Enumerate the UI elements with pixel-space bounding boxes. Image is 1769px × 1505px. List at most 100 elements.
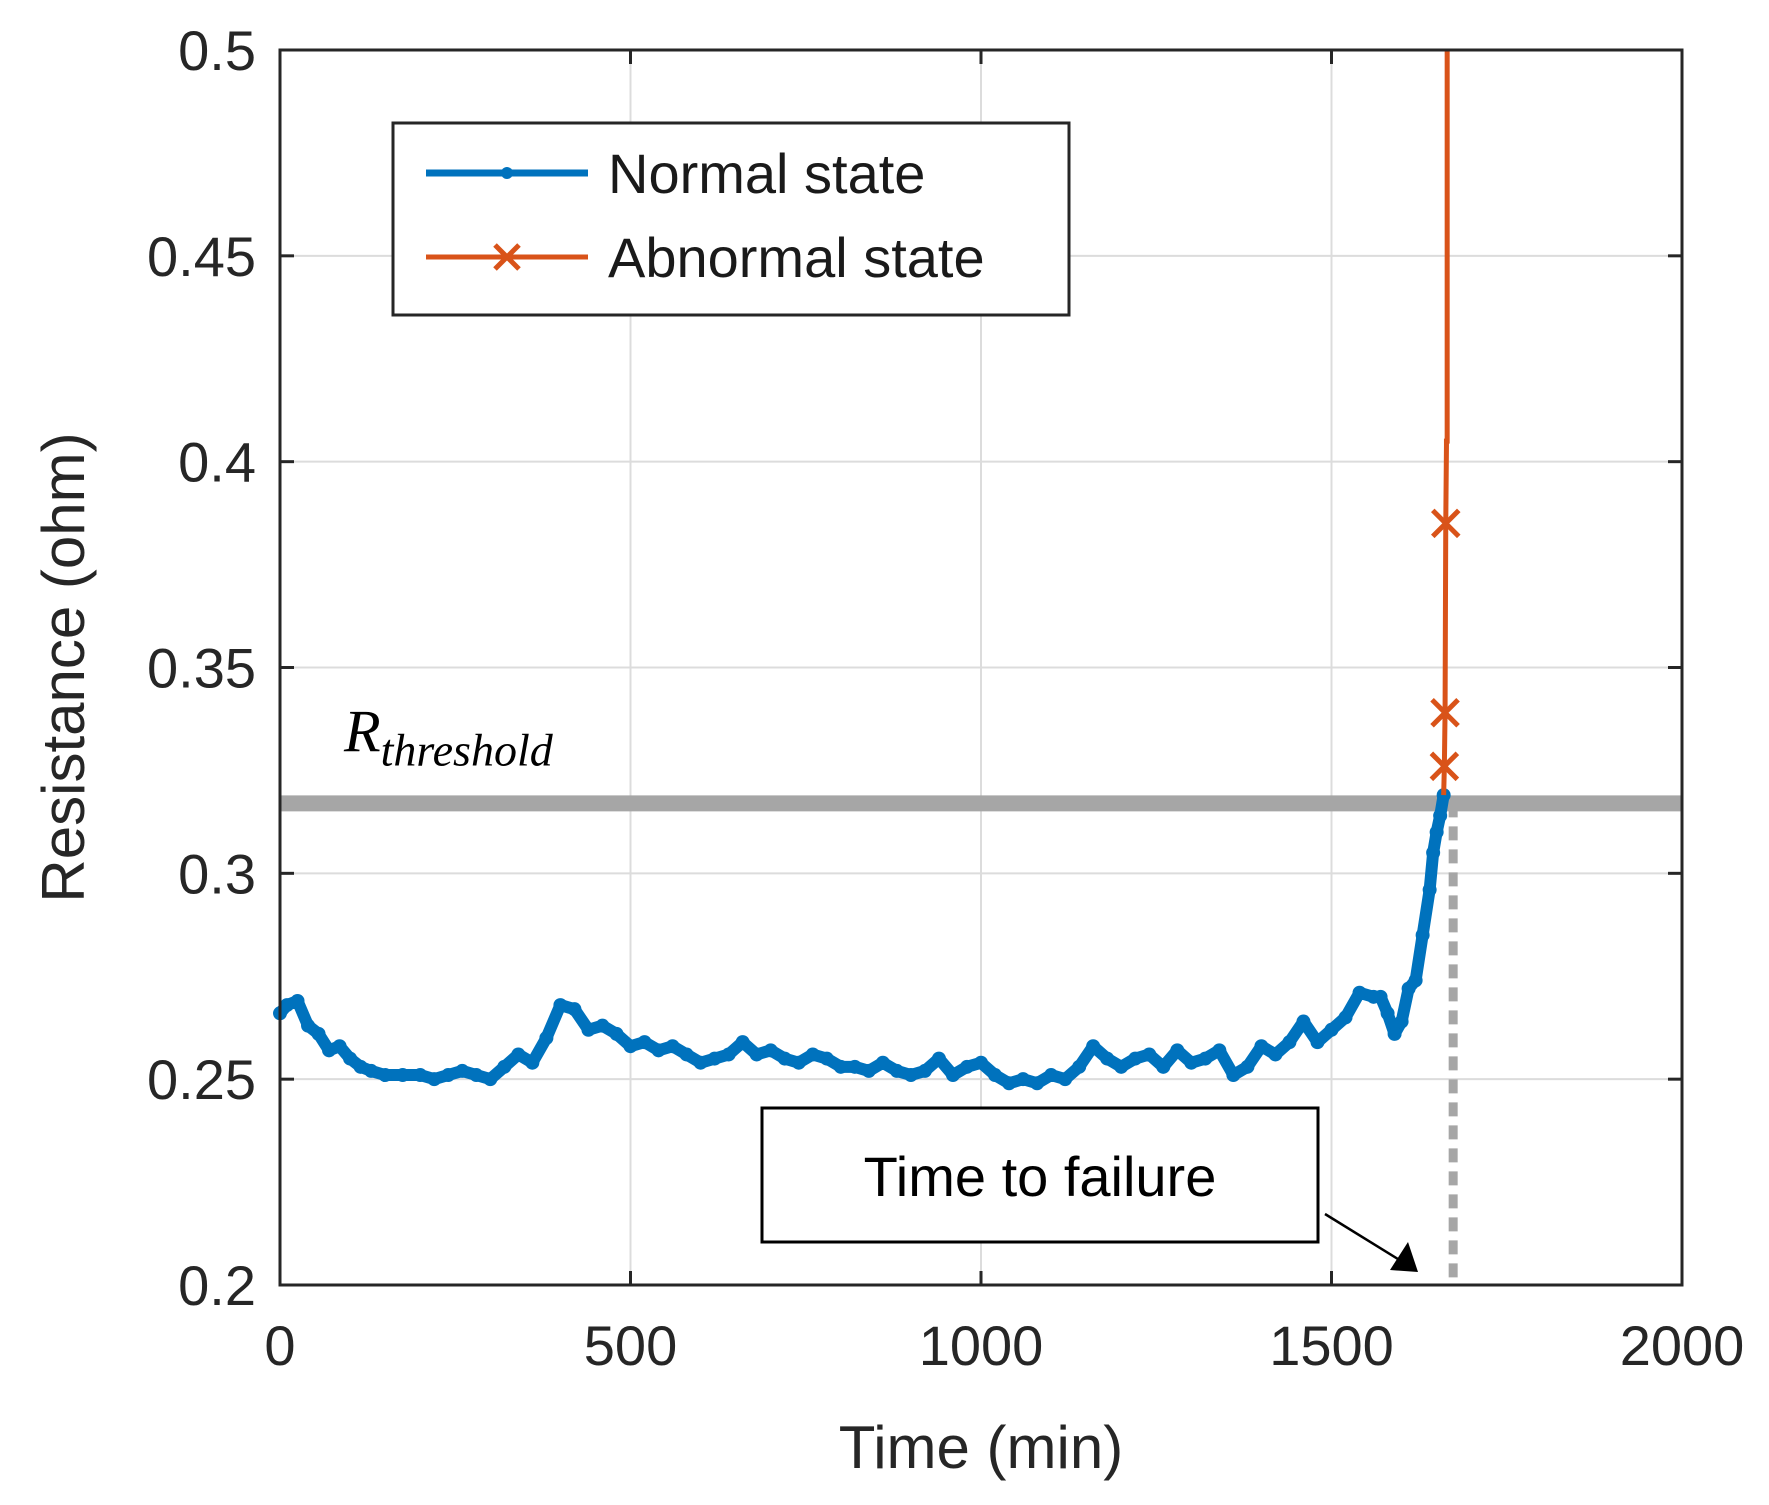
y-tick-label: 0.25 xyxy=(147,1048,256,1111)
data-point-normal-state xyxy=(693,1055,708,1070)
data-point-normal-state xyxy=(1429,825,1444,840)
data-point-normal-state xyxy=(1212,1043,1227,1058)
legend-label: Abnormal state xyxy=(608,226,985,289)
annotation-arrow-head xyxy=(1390,1242,1418,1272)
data-point-normal-state xyxy=(525,1055,540,1070)
data-point-normal-state xyxy=(1058,1072,1073,1087)
data-point-normal-state xyxy=(707,1051,722,1066)
y-axis-label: Resistance (ohm) xyxy=(30,432,97,902)
data-point-normal-state xyxy=(1380,1006,1395,1021)
data-point-normal-state xyxy=(280,998,295,1013)
data-point-normal-state xyxy=(777,1051,792,1066)
series-line-abnormal-state xyxy=(1441,50,1450,796)
data-point-normal-state xyxy=(1030,1076,1045,1091)
data-point-normal-state xyxy=(455,1063,470,1078)
x-axis-label: Time (min) xyxy=(839,1414,1123,1481)
data-point-normal-state xyxy=(735,1035,750,1050)
data-point-normal-state xyxy=(290,993,305,1008)
x-tick-label: 500 xyxy=(584,1314,677,1377)
legend-box xyxy=(391,121,1071,317)
data-point-normal-state xyxy=(1086,1039,1101,1054)
data-point-normal-state xyxy=(1310,1035,1325,1050)
data-point-normal-state xyxy=(1184,1055,1199,1070)
data-point-normal-state xyxy=(1002,1076,1017,1091)
data-point-normal-state xyxy=(441,1068,456,1083)
data-point-normal-state xyxy=(1408,973,1423,988)
data-point-normal-state xyxy=(679,1047,694,1062)
data-point-normal-state xyxy=(595,1018,610,1033)
data-point-normal-state xyxy=(539,1031,554,1045)
data-point-normal-state xyxy=(1338,1010,1353,1025)
data-point-normal-state xyxy=(623,1039,638,1054)
data-point-normal-state xyxy=(427,1072,442,1087)
data-point-normal-state xyxy=(889,1063,904,1078)
x-tick-label: 1000 xyxy=(919,1314,1044,1377)
data-point-normal-state xyxy=(1422,882,1437,897)
data-point-normal-state xyxy=(847,1059,862,1074)
data-point-normal-state xyxy=(332,1039,347,1054)
data-point-normal-state xyxy=(1387,1026,1402,1041)
legend-marker-normal-state xyxy=(501,167,513,179)
data-point-normal-state xyxy=(1198,1051,1213,1066)
data-point-normal-state xyxy=(511,1047,526,1062)
data-point-abnormal-state xyxy=(1430,508,1461,539)
data-point-normal-state xyxy=(903,1068,918,1083)
annotation-text: Time to failure xyxy=(864,1145,1217,1208)
data-point-normal-state xyxy=(1296,1014,1311,1029)
legend-label: Normal state xyxy=(608,142,925,205)
data-point-normal-state xyxy=(988,1068,1003,1083)
data-point-normal-state xyxy=(343,1051,358,1066)
data-point-normal-state xyxy=(763,1043,778,1058)
threshold-label: Rthreshold xyxy=(343,698,554,775)
y-tick-label: 0.5 xyxy=(178,19,256,82)
data-point-normal-state xyxy=(974,1055,988,1070)
tick-labels: 0 500 1000 1500 2000 0.2 0.25 0.3 0.35 0.4 0.45 0.5 xyxy=(147,19,1744,1377)
legend-marker-abnormal-state xyxy=(493,243,521,271)
data-point-normal-state xyxy=(413,1068,428,1083)
data-point-normal-state xyxy=(861,1063,876,1078)
data-point-normal-state xyxy=(1156,1059,1171,1074)
y-tick-label: 0.3 xyxy=(178,842,256,905)
data-point-normal-state xyxy=(553,998,568,1013)
data-point-normal-state xyxy=(819,1051,834,1066)
data-point-normal-state xyxy=(1433,808,1448,823)
data-point-normal-state xyxy=(1100,1051,1115,1066)
data-point-normal-state xyxy=(364,1063,379,1078)
data-point-normal-state xyxy=(651,1043,666,1058)
data-point-normal-state xyxy=(469,1068,484,1083)
data-point-normal-state xyxy=(665,1039,680,1054)
data-point-normal-state xyxy=(1415,928,1430,943)
y-tick-label: 0.2 xyxy=(178,1254,256,1317)
threshold-label-base: R xyxy=(343,698,381,764)
data-point-normal-state xyxy=(1226,1068,1241,1083)
data-point-normal-state xyxy=(945,1068,960,1083)
data-point-normal-state xyxy=(1426,845,1441,860)
data-point-normal-state xyxy=(497,1059,512,1074)
data-point-normal-state xyxy=(301,1018,316,1033)
y-tick-label: 0.45 xyxy=(147,225,256,288)
data-point-normal-state xyxy=(567,1002,582,1017)
data-point-normal-state xyxy=(1324,1022,1339,1037)
data-point-normal-state xyxy=(1016,1072,1031,1087)
data-point-normal-state xyxy=(917,1063,932,1078)
data-point-normal-state xyxy=(1394,1014,1409,1029)
time-to-failure-annotation: Time to failure xyxy=(760,1106,1418,1272)
data-point-normal-state xyxy=(609,1026,624,1041)
data-point-normal-state xyxy=(1142,1047,1157,1062)
data-point-normal-state xyxy=(311,1026,326,1041)
data-point-normal-state xyxy=(721,1047,736,1062)
data-point-normal-state xyxy=(1114,1059,1129,1074)
data-point-normal-state xyxy=(749,1047,764,1062)
annotation-arrow-line xyxy=(1324,1212,1407,1266)
data-point-normal-state xyxy=(1240,1059,1255,1074)
data-point-normal-state xyxy=(1170,1043,1185,1058)
x-tick-label: 0 xyxy=(264,1314,295,1377)
data-point-normal-state xyxy=(1072,1059,1087,1074)
series-layer xyxy=(273,50,1461,1091)
data-point-normal-state xyxy=(581,1022,596,1037)
threshold-label-subscript: threshold xyxy=(381,724,554,775)
x-tick-label: 1500 xyxy=(1269,1314,1394,1377)
data-point-normal-state xyxy=(378,1068,393,1083)
data-point-normal-state xyxy=(791,1055,806,1070)
